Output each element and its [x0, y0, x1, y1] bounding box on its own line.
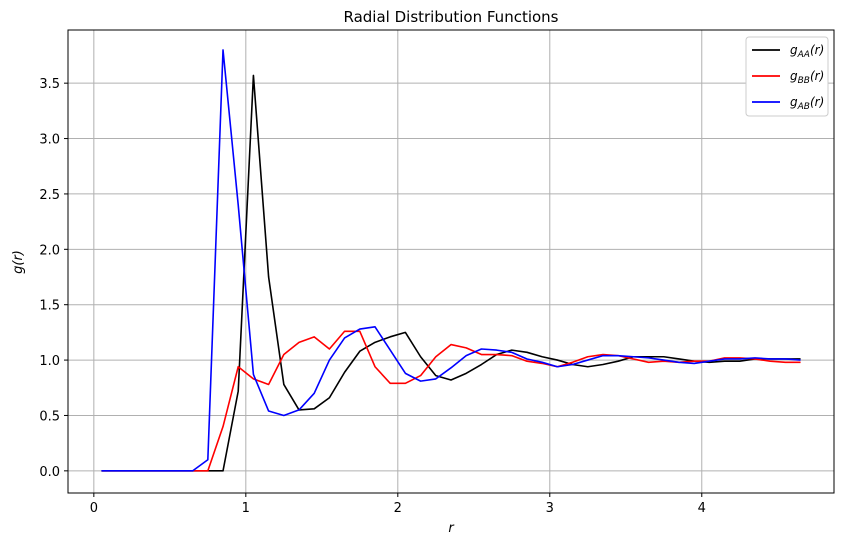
legend-box — [745, 36, 829, 117]
series-line-aa — [101, 74, 801, 472]
legend-label-bb: gBB(r) — [790, 69, 824, 86]
plot-frame — [67, 29, 835, 494]
y-tick-label: 3.5 — [39, 77, 60, 92]
x-tick-label: 2 — [394, 501, 402, 516]
y-axis-label: g(r) — [11, 250, 26, 274]
y-tick-label: 3.0 — [39, 133, 60, 148]
y-tick-label: 1.0 — [39, 354, 60, 369]
series-line-ab — [101, 49, 801, 472]
x-axis-label: r — [448, 521, 455, 536]
legend: gAA(r) gBB(r) gAB(r) — [745, 36, 829, 117]
chart-title: Radial Distribution Functions — [344, 8, 559, 26]
axis-ticks: 0 1 2 3 4 0.0 0.5 1.0 1.5 2.0 2.5 3.0 3.5 — [39, 77, 706, 516]
x-tick-label: 0 — [90, 501, 98, 516]
y-tick-label: 0.5 — [39, 409, 60, 424]
legend-label-ab: gAB(r) — [790, 95, 824, 112]
legend-label-aa: gAA(r) — [790, 43, 824, 60]
x-tick-label: 3 — [546, 501, 554, 516]
x-tick-label: 4 — [698, 501, 706, 516]
y-tick-label: 1.5 — [39, 299, 60, 314]
series-lines — [101, 49, 801, 472]
x-tick-label: 1 — [242, 501, 250, 516]
y-tick-label: 2.0 — [39, 243, 60, 258]
y-tick-label: 0.0 — [39, 465, 60, 480]
y-tick-label: 2.5 — [39, 188, 60, 203]
